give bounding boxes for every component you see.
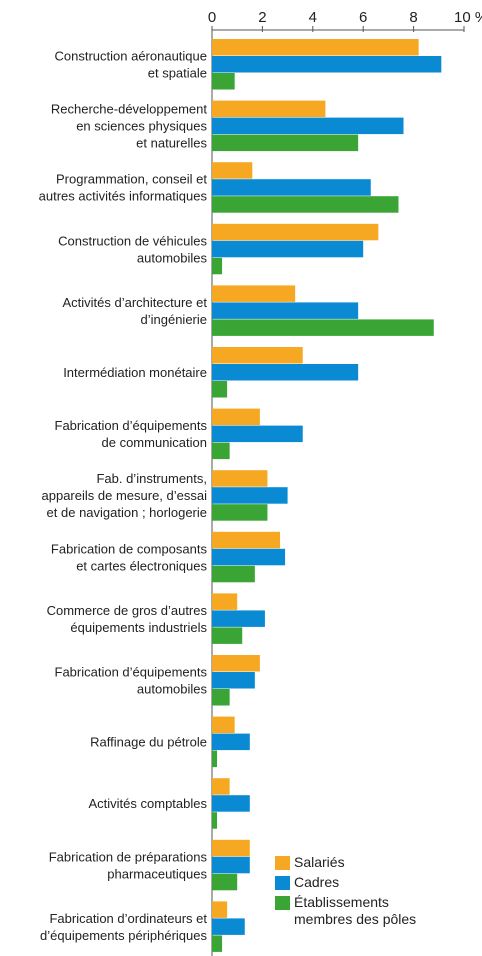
- category-label: et cartes électroniques: [76, 558, 207, 573]
- legend-label: Cadres: [294, 874, 340, 890]
- bar: [212, 812, 218, 829]
- bar: [212, 504, 268, 521]
- category-label: Activités d’architecture et: [62, 295, 207, 310]
- legend-label: Établissements membres des pôles: [294, 894, 417, 927]
- bar: [212, 610, 265, 627]
- bar: [212, 285, 296, 302]
- category-label: automobiles: [137, 682, 208, 697]
- bar: [212, 240, 364, 258]
- legend-label: Salariés: [294, 854, 345, 870]
- category-label: et naturelles: [136, 136, 207, 151]
- bar: [212, 162, 253, 179]
- bar: [212, 117, 404, 135]
- bar: [212, 100, 326, 118]
- bar: [212, 655, 260, 672]
- category-label: Construction aéronautique: [55, 49, 208, 64]
- legend-swatch: [275, 896, 290, 910]
- bar: [212, 39, 419, 56]
- category-label: Fabrication d’ordinateurs et: [49, 911, 207, 926]
- bar: [212, 364, 359, 381]
- category-label: Fab. d’instruments,: [96, 471, 207, 486]
- category-label: Fabrication de préparations: [49, 849, 208, 864]
- category-label: d’ingénierie: [141, 312, 208, 327]
- category-label: Fabrication d’équipements: [55, 665, 208, 680]
- category-label: d’équipements périphériques: [40, 928, 207, 943]
- bar: [212, 548, 286, 566]
- bar: [212, 425, 303, 443]
- category-label: automobiles: [137, 250, 208, 265]
- bar: [212, 856, 250, 874]
- legend-item: Cadres: [275, 874, 444, 891]
- legend: Salariés Cadres Établissements membres des…: [275, 854, 444, 931]
- legend-swatch: [275, 876, 290, 890]
- category-label: Programmation, conseil et: [56, 172, 207, 187]
- category-label: et de navigation ; horlogerie: [47, 505, 207, 520]
- bar: [212, 778, 230, 795]
- x-tick-label: 4: [309, 9, 317, 26]
- category-label: en sciences physiques: [76, 119, 207, 134]
- bar: [212, 873, 238, 891]
- category-label: de communication: [102, 435, 208, 450]
- category-label: pharmaceutiques: [107, 866, 207, 881]
- category-label: équipements industriels: [70, 620, 207, 635]
- bar: [212, 689, 230, 706]
- bar: [212, 470, 268, 487]
- bar: [212, 531, 281, 549]
- bar: [212, 319, 434, 336]
- category-label: et spatiale: [148, 66, 207, 81]
- bar: [212, 795, 250, 812]
- bar: [212, 56, 442, 73]
- bar: [212, 593, 238, 610]
- category-label: Activités comptables: [89, 796, 208, 811]
- category-label: Recherche-développement: [51, 102, 207, 117]
- bar: [212, 223, 379, 241]
- bar: [212, 733, 250, 751]
- x-tick-label: 10 %: [454, 9, 482, 26]
- category-label: Commerce de gros d’autres: [47, 603, 208, 618]
- category-label: autres activités informatiques: [39, 189, 208, 204]
- bar: [212, 935, 223, 952]
- x-tick-label: 8: [409, 9, 417, 26]
- legend-item: Salariés: [275, 854, 444, 871]
- bar: [212, 565, 255, 583]
- bar: [212, 750, 218, 768]
- bar: [212, 73, 235, 90]
- bar: [212, 381, 228, 398]
- bar: [212, 627, 243, 644]
- category-label: Fabrication de composants: [51, 541, 208, 556]
- legend-swatch: [275, 856, 290, 870]
- category-label: Raffinage du pétrole: [90, 735, 207, 750]
- x-tick-label: 2: [258, 9, 266, 26]
- x-tick-label: 6: [359, 9, 367, 26]
- category-label: Fabrication d’équipements: [55, 418, 208, 433]
- bar: [212, 179, 371, 196]
- bar: [212, 408, 260, 426]
- bar: [212, 672, 255, 689]
- bar: [212, 839, 250, 857]
- legend-item: Établissements membres des pôles: [275, 894, 444, 928]
- bar: [212, 901, 228, 918]
- bar: [212, 257, 223, 275]
- category-label: Intermédiation monétaire: [63, 365, 207, 380]
- bar: [212, 716, 235, 734]
- bar: [212, 487, 288, 504]
- bar: [212, 347, 303, 364]
- bar: [212, 918, 245, 935]
- bar: [212, 302, 359, 319]
- category-label: Construction de véhicules: [58, 233, 207, 248]
- bar: [212, 134, 359, 152]
- bar: [212, 196, 399, 213]
- bar: [212, 442, 230, 460]
- x-tick-label: 0: [208, 9, 216, 26]
- category-label: appareils de mesure, d’essai: [42, 488, 208, 503]
